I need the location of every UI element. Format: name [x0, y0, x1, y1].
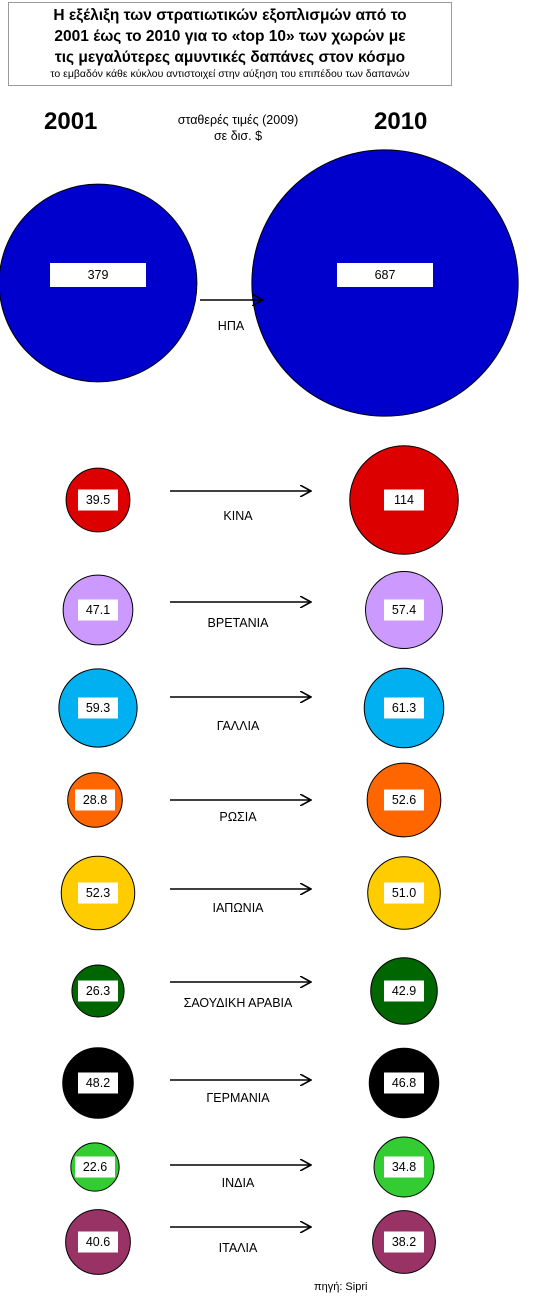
value-label-2001-country-9: 22.6	[83, 1160, 107, 1174]
value-label-2010-country-10: 38.2	[392, 1235, 416, 1249]
value-label-2001-country-2: 39.5	[86, 493, 110, 507]
country-label-country-7: ΣΑΟΥΔΙΚΗ ΑΡΑΒΙΑ	[184, 996, 293, 1010]
value-label-2010-country-8: 46.8	[392, 1076, 416, 1090]
value-label-2001-country-1: 379	[88, 268, 109, 282]
value-label-2010-country-7: 42.9	[392, 984, 416, 998]
value-box-2001-country-7	[78, 980, 118, 1002]
row-country-3: 47.1 57.4 ΒΡΕΤΑΝΙΑ	[62, 571, 443, 649]
unit-note-line-2: σε δισ. $	[213, 129, 263, 143]
value-label-2001-country-7: 26.3	[86, 984, 110, 998]
value-box-2001-country-8	[78, 1072, 118, 1094]
source-note: πηγή: Sipri	[314, 1281, 368, 1293]
value-label-2010-country-1: 687	[375, 268, 396, 282]
country-label-country-1: ΗΠΑ	[218, 319, 245, 333]
country-label-country-2: ΚΙΝΑ	[223, 509, 253, 523]
row-country-6: 52.3 51.0 ΙΑΠΩΝΙΑ	[60, 855, 441, 931]
value-label-2010-country-4: 61.3	[392, 701, 416, 715]
chart-title-line-3: τις μεγαλύτερες αμυντικές δαπάνες στον κ…	[54, 49, 406, 66]
row-country-1: 379 687 ΗΠΑ	[0, 149, 519, 417]
value-label-2010-country-9: 34.8	[392, 1160, 416, 1174]
value-label-2010-country-6: 51.0	[392, 886, 416, 900]
row-country-8: 48.2 46.8 ΓΕΡΜΑΝΙΑ	[62, 1047, 440, 1119]
row-country-10: 40.6 38.2 ΙΤΑΛΙΑ	[65, 1209, 436, 1275]
row-country-7: 26.3 42.9 ΣΑΟΥΔΙΚΗ ΑΡΑΒΙΑ	[71, 957, 438, 1025]
country-label-country-10: ΙΤΑΛΙΑ	[219, 1241, 258, 1255]
year-label-2001: 2001	[44, 108, 98, 135]
value-box-2010-country-1	[337, 263, 433, 287]
country-label-country-9: ΙΝΔΙΑ	[222, 1176, 255, 1190]
chart-title-line-1: Η εξέλιξη των στρατιωτικών εξοπλισμών απ…	[53, 7, 407, 24]
country-label-country-3: ΒΡΕΤΑΝΙΑ	[208, 616, 270, 630]
value-box-2001-country-9	[75, 1156, 115, 1178]
value-label-2001-country-3: 47.1	[86, 603, 110, 617]
value-label-2001-country-10: 40.6	[86, 1235, 110, 1249]
value-box-2010-country-3	[384, 599, 424, 621]
row-country-2: 39.5 114 ΚΙΝΑ	[65, 445, 459, 555]
value-label-2001-country-8: 48.2	[86, 1076, 110, 1090]
value-box-2001-country-10	[78, 1231, 118, 1253]
value-box-2001-country-1	[50, 263, 146, 287]
value-box-2010-country-4	[384, 697, 424, 719]
value-label-2010-country-3: 57.4	[392, 603, 416, 617]
row-country-5: 28.8 52.6 ΡΩΣΙΑ	[67, 762, 442, 838]
country-label-country-6: ΙΑΠΩΝΙΑ	[212, 901, 264, 915]
value-box-2010-country-6	[384, 882, 424, 904]
value-box-2001-country-2	[78, 489, 118, 511]
value-box-2010-country-9	[384, 1156, 424, 1178]
unit-note: σταθερές τιμές (2009) σε δισ. $	[158, 112, 318, 144]
year-label-2010: 2010	[374, 108, 428, 135]
value-box-2010-country-7	[384, 980, 424, 1002]
value-label-2001-country-4: 59.3	[86, 701, 110, 715]
value-label-2010-country-5: 52.6	[392, 793, 416, 807]
chart-title-box: Η εξέλιξη των στρατιωτικών εξοπλισμών απ…	[8, 2, 452, 86]
value-box-2010-country-8	[384, 1072, 424, 1094]
unit-note-line-1: σταθερές τιμές (2009)	[177, 113, 299, 127]
value-box-2001-country-6	[78, 882, 118, 904]
chart-title-line-2: 2001 έως το 2010 για το «top 10» των χωρ…	[54, 28, 406, 45]
value-box-2001-country-4	[78, 697, 118, 719]
country-label-country-4: ΓΑΛΛΙΑ	[217, 719, 260, 733]
row-country-4: 59.3 61.3 ΓΑΛΛΙΑ	[58, 667, 445, 749]
value-label-2010-country-2: 114	[394, 493, 414, 507]
value-box-2010-country-2	[384, 489, 424, 511]
country-label-country-8: ΓΕΡΜΑΝΙΑ	[206, 1091, 270, 1105]
value-box-2001-country-3	[78, 599, 118, 621]
value-box-2010-country-5	[384, 789, 424, 811]
value-label-2001-country-6: 52.3	[86, 886, 110, 900]
value-box-2010-country-10	[384, 1231, 424, 1253]
row-country-9: 22.6 34.8 ΙΝΔΙΑ	[70, 1136, 435, 1198]
country-label-country-5: ΡΩΣΙΑ	[219, 810, 257, 824]
chart-subtitle: το εμβαδόν κάθε κύκλου αντιστοιχεί στην …	[50, 68, 410, 80]
value-box-2001-country-5	[75, 789, 115, 811]
value-label-2001-country-5: 28.8	[83, 793, 107, 807]
